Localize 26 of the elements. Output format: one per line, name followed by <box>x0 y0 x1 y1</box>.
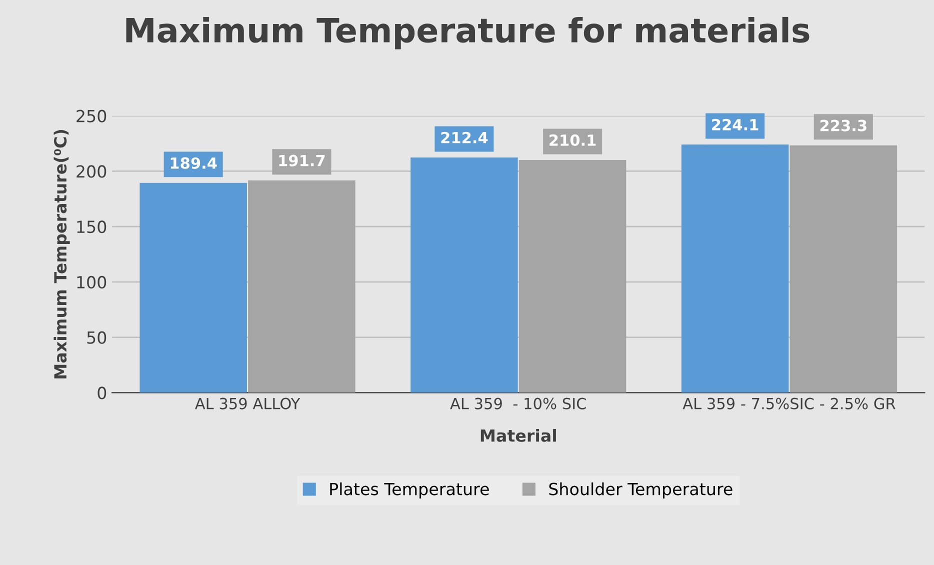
data-label: 191.7 <box>279 154 325 166</box>
data-label: 189.4 <box>170 157 217 169</box>
x-tick-label: AL 359 - 10% SIC <box>450 398 586 410</box>
data-label: 212.4 <box>441 132 488 144</box>
y-axis-title: Maximum Temperature(⁰C) <box>54 130 70 378</box>
x-tick-label: AL 359 ALLOY <box>194 398 300 410</box>
y-tick-label: 200 <box>76 165 106 178</box>
bar <box>518 160 626 393</box>
y-tick-label: 50 <box>87 331 106 344</box>
data-label: 223.3 <box>820 120 866 132</box>
y-tick-label: 100 <box>77 276 106 289</box>
bar <box>681 144 789 393</box>
x-tick-label: AL 359 - 7.5%SIC - 2.5% GR <box>682 398 896 410</box>
bar <box>248 180 356 393</box>
y-tick-label: 0 <box>98 386 106 400</box>
chart-title: Maximum Temperature for materials <box>126 16 810 50</box>
bar <box>410 157 518 393</box>
legend-label: Plates Temperature <box>330 482 489 499</box>
y-tick-label: 150 <box>77 220 106 234</box>
legend-label: Shoulder Temperature <box>549 482 732 499</box>
data-label: 210.1 <box>550 134 596 146</box>
bar <box>140 182 247 393</box>
y-tick-label: 250 <box>76 110 106 122</box>
data-label: 224.1 <box>712 118 758 130</box>
x-axis-title: Material <box>480 428 556 442</box>
bar <box>790 145 898 393</box>
